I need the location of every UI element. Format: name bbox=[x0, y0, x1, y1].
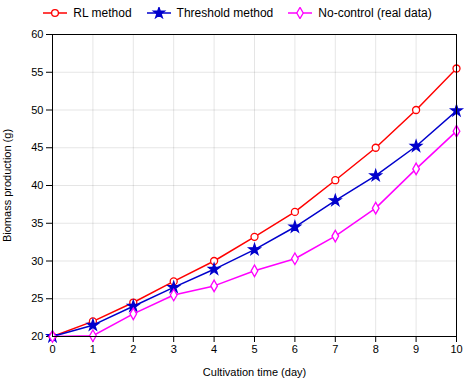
svg-text:30: 30 bbox=[31, 255, 43, 267]
svg-text:3: 3 bbox=[171, 343, 177, 355]
html-text:No-control (real data): No-control (real data) bbox=[318, 6, 432, 20]
svg-text:35: 35 bbox=[31, 217, 43, 229]
svg-text:0: 0 bbox=[49, 343, 55, 355]
svg-text:4: 4 bbox=[211, 343, 217, 355]
svg-text:6: 6 bbox=[292, 343, 298, 355]
svg-text:9: 9 bbox=[413, 343, 419, 355]
svg-text:Cultivation time (day): Cultivation time (day) bbox=[203, 366, 306, 378]
svg-text:1: 1 bbox=[90, 343, 96, 355]
svg-text:50: 50 bbox=[31, 104, 43, 116]
svg-text:Biomass production (g): Biomass production (g) bbox=[1, 129, 13, 242]
svg-text:20: 20 bbox=[31, 330, 43, 342]
html-text:Threshold method: Threshold method bbox=[176, 6, 274, 20]
html-text:RL method: RL method bbox=[73, 6, 132, 20]
svg-text:45: 45 bbox=[31, 141, 43, 153]
svg-text:40: 40 bbox=[31, 179, 43, 191]
svg-text:8: 8 bbox=[373, 343, 379, 355]
svg-text:60: 60 bbox=[31, 28, 43, 40]
svg-text:55: 55 bbox=[31, 66, 43, 78]
svg-text:5: 5 bbox=[251, 343, 257, 355]
svg-text:2: 2 bbox=[130, 343, 136, 355]
svg-text:7: 7 bbox=[332, 343, 338, 355]
svg-text:25: 25 bbox=[31, 292, 43, 304]
svg-text:10: 10 bbox=[450, 343, 462, 355]
